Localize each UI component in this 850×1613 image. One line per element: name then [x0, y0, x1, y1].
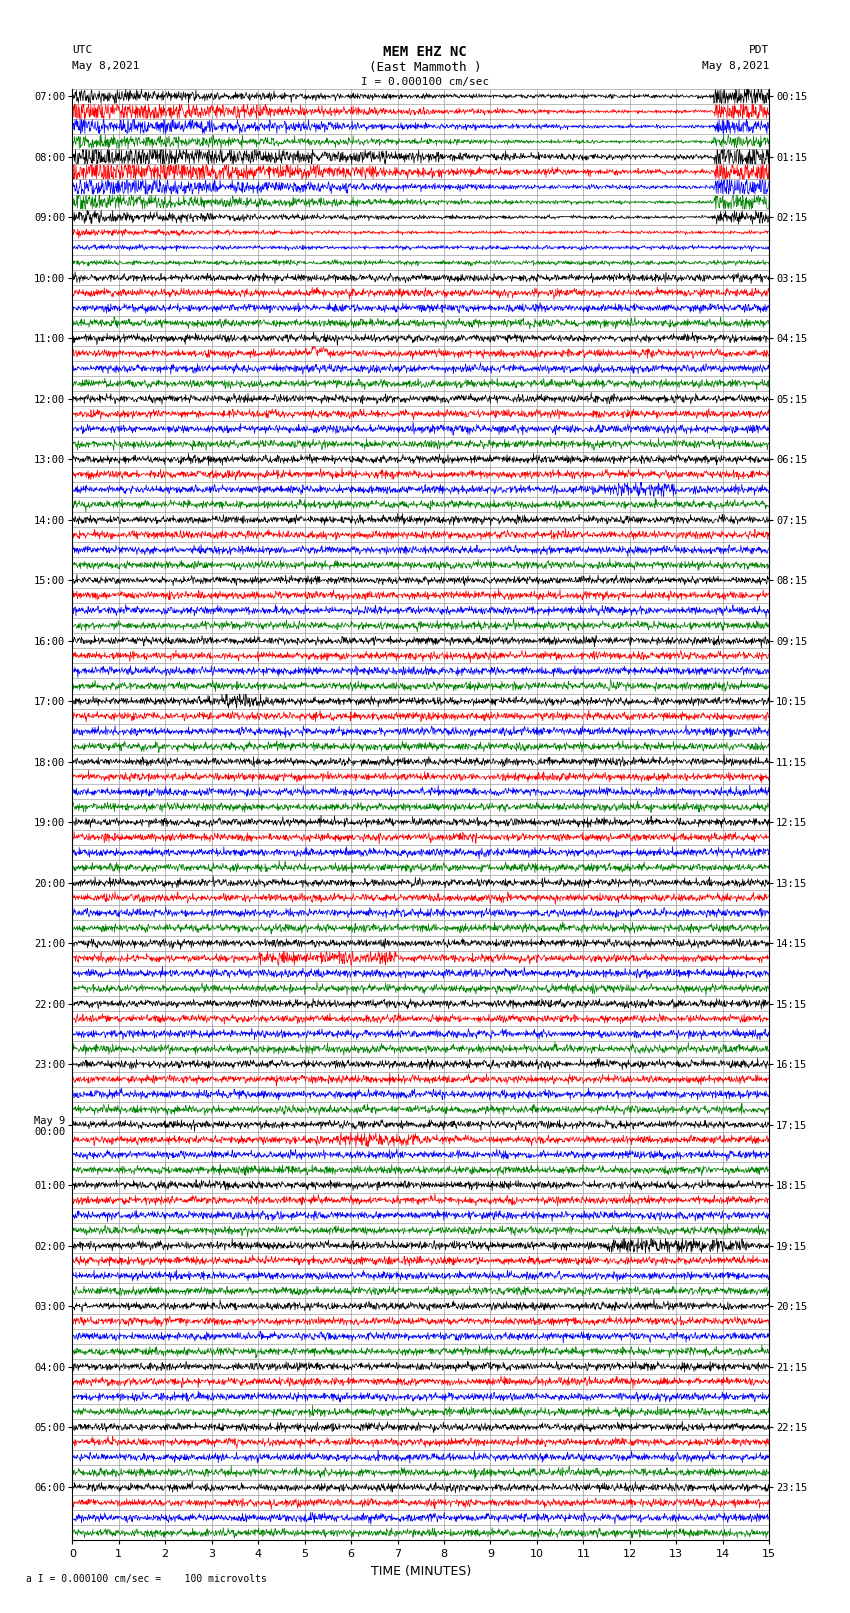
- X-axis label: TIME (MINUTES): TIME (MINUTES): [371, 1565, 471, 1578]
- Text: (East Mammoth ): (East Mammoth ): [369, 61, 481, 74]
- Text: MEM EHZ NC: MEM EHZ NC: [383, 45, 467, 60]
- Text: a I = 0.000100 cm/sec =    100 microvolts: a I = 0.000100 cm/sec = 100 microvolts: [26, 1574, 266, 1584]
- Text: May 8,2021: May 8,2021: [72, 61, 139, 71]
- Text: I = 0.000100 cm/sec: I = 0.000100 cm/sec: [361, 77, 489, 87]
- Text: UTC: UTC: [72, 45, 93, 55]
- Text: PDT: PDT: [749, 45, 769, 55]
- Text: May 8,2021: May 8,2021: [702, 61, 769, 71]
